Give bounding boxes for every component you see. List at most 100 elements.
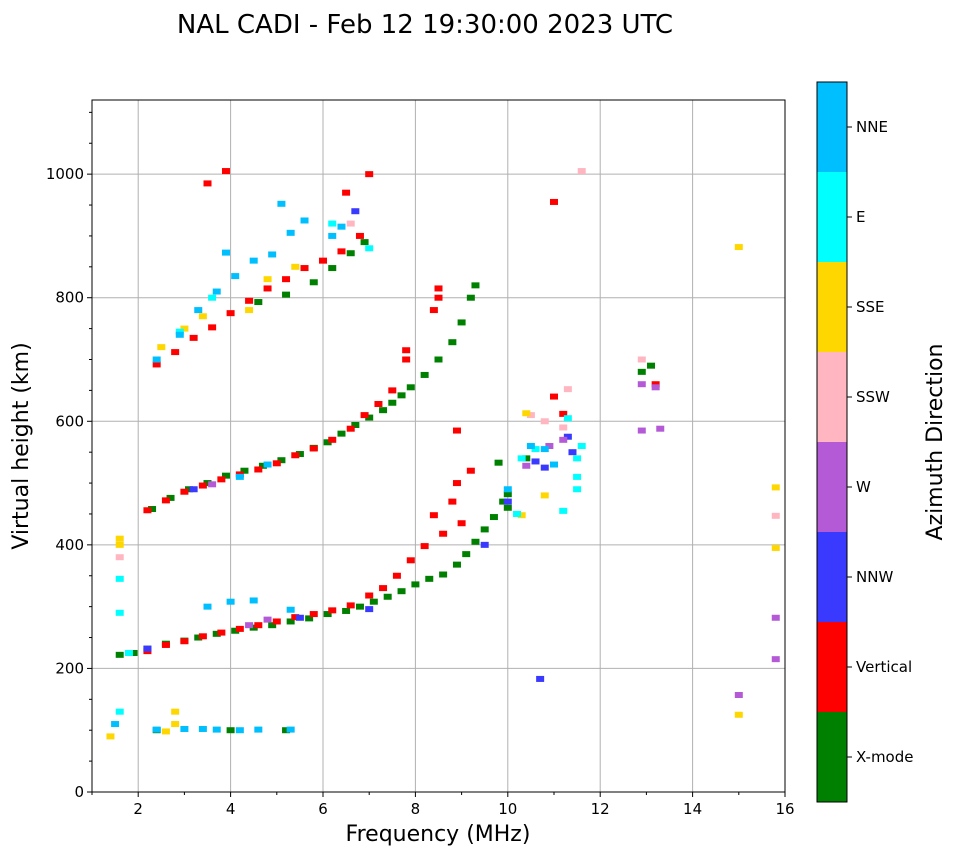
data-point-vertical: [392, 572, 401, 579]
data-point-x-mode: [323, 611, 332, 618]
data-point-x-mode: [439, 571, 448, 578]
colorbar-frame: [816, 81, 848, 803]
data-point-sse: [771, 484, 780, 491]
data-point-vertical: [180, 638, 189, 645]
colorbar-segment: [817, 712, 847, 802]
data-point-x-mode: [388, 399, 397, 406]
data-point-e: [115, 575, 124, 582]
data-point-nne: [337, 223, 346, 230]
data-point-vertical: [272, 618, 281, 625]
data-point-vertical: [161, 641, 170, 648]
data-point-vertical: [402, 347, 411, 354]
data-point-nnw: [295, 614, 304, 621]
data-point-x-mode: [115, 651, 124, 658]
data-point-nne: [152, 726, 161, 733]
data-point-sse: [115, 541, 124, 548]
data-point-vertical: [221, 168, 230, 175]
data-point-vertical: [448, 498, 457, 505]
data-point-nne: [221, 249, 230, 256]
data-point-w: [637, 381, 646, 388]
data-point-nnw: [536, 675, 545, 682]
data-point-e: [573, 486, 582, 493]
data-point-vertical: [457, 520, 466, 527]
data-point-vertical: [189, 334, 198, 341]
y-tick-label: 400: [55, 536, 84, 554]
data-point-nne: [286, 726, 295, 733]
y-tick-label: 1000: [46, 165, 84, 183]
data-point-vertical: [263, 285, 272, 292]
data-point-w: [208, 481, 217, 488]
data-point-sse: [771, 544, 780, 551]
data-point-vertical: [226, 310, 235, 317]
data-point-nne: [249, 597, 258, 604]
data-point-vertical: [365, 171, 374, 178]
y-tick-label: 200: [55, 659, 84, 677]
data-point-sse: [522, 410, 531, 417]
data-point-x-mode: [480, 526, 489, 533]
data-point-vertical: [434, 294, 443, 301]
data-point-vertical: [434, 285, 443, 292]
data-point-x-mode: [503, 491, 512, 498]
data-point-sse: [245, 307, 254, 314]
y-tick-label: 0: [74, 783, 84, 801]
data-point-x-mode: [226, 727, 235, 734]
data-point-x-mode: [129, 649, 138, 656]
data-point-sse: [106, 733, 115, 740]
data-point-x-mode: [231, 627, 240, 634]
data-point-x-mode: [148, 506, 157, 513]
data-point-vertical: [300, 265, 309, 272]
y-axis-label: Virtual height (km): [9, 342, 34, 549]
data-point-nne: [235, 727, 244, 734]
data-point-x-mode: [489, 514, 498, 521]
data-point-vertical: [452, 480, 461, 487]
chart-title: NAL CADI - Feb 12 19:30:00 2023 UTC: [177, 10, 673, 40]
plot-frame: [91, 99, 786, 793]
data-point-x-mode: [249, 624, 258, 631]
data-point-sse: [157, 344, 166, 351]
data-point-w: [651, 384, 660, 391]
data-point-x-mode: [282, 291, 291, 298]
x-tick-label: 14: [683, 800, 702, 818]
data-point-w: [559, 436, 568, 443]
data-point-vertical: [171, 349, 180, 356]
data-point-e: [531, 446, 540, 453]
data-point-nnw: [143, 645, 152, 652]
x-tick-label: 8: [411, 800, 421, 818]
data-point-vertical: [559, 410, 568, 417]
data-point-x-mode: [295, 451, 304, 458]
data-point-nne: [111, 721, 120, 728]
data-point-nne: [268, 251, 277, 258]
data-point-nne: [550, 461, 558, 468]
y-axis-ticks: 0 200 400 600 800 1000: [46, 111, 92, 801]
data-point-vertical: [217, 476, 226, 483]
data-point-x-mode: [351, 421, 360, 428]
data-point-x-mode: [397, 392, 406, 399]
data-point-e: [328, 220, 337, 227]
data-point-x-mode: [337, 430, 346, 437]
data-point-sse: [171, 708, 180, 715]
data-point-vertical: [245, 297, 254, 304]
colorbar-segment: [817, 172, 847, 262]
x-tick-label: 6: [318, 800, 328, 818]
data-point-vertical: [337, 248, 346, 255]
data-point-x-mode: [203, 480, 212, 487]
data-point-nnw: [189, 486, 198, 493]
x-tick-label: 4: [226, 800, 236, 818]
data-point-x-mode: [282, 727, 291, 734]
data-point-x-mode: [328, 265, 337, 272]
data-point-x-mode: [379, 407, 388, 414]
colorbar-segment: [817, 442, 847, 532]
data-point-vertical: [374, 400, 383, 407]
data-point-x-mode: [434, 356, 443, 363]
data-point-vertical: [651, 381, 660, 388]
x-tick-label: 16: [775, 800, 794, 818]
data-point-nnw: [351, 208, 360, 215]
data-point-ssw: [526, 412, 535, 419]
data-point-vertical: [291, 614, 300, 621]
data-point-x-mode: [305, 615, 314, 622]
data-point-w: [263, 616, 272, 623]
data-point-vertical: [550, 393, 558, 400]
colorbar: X-mode Vertical NNW W SSW SSE E NNE: [816, 81, 913, 803]
data-point-nne: [194, 307, 203, 314]
data-point-vertical: [402, 356, 411, 363]
